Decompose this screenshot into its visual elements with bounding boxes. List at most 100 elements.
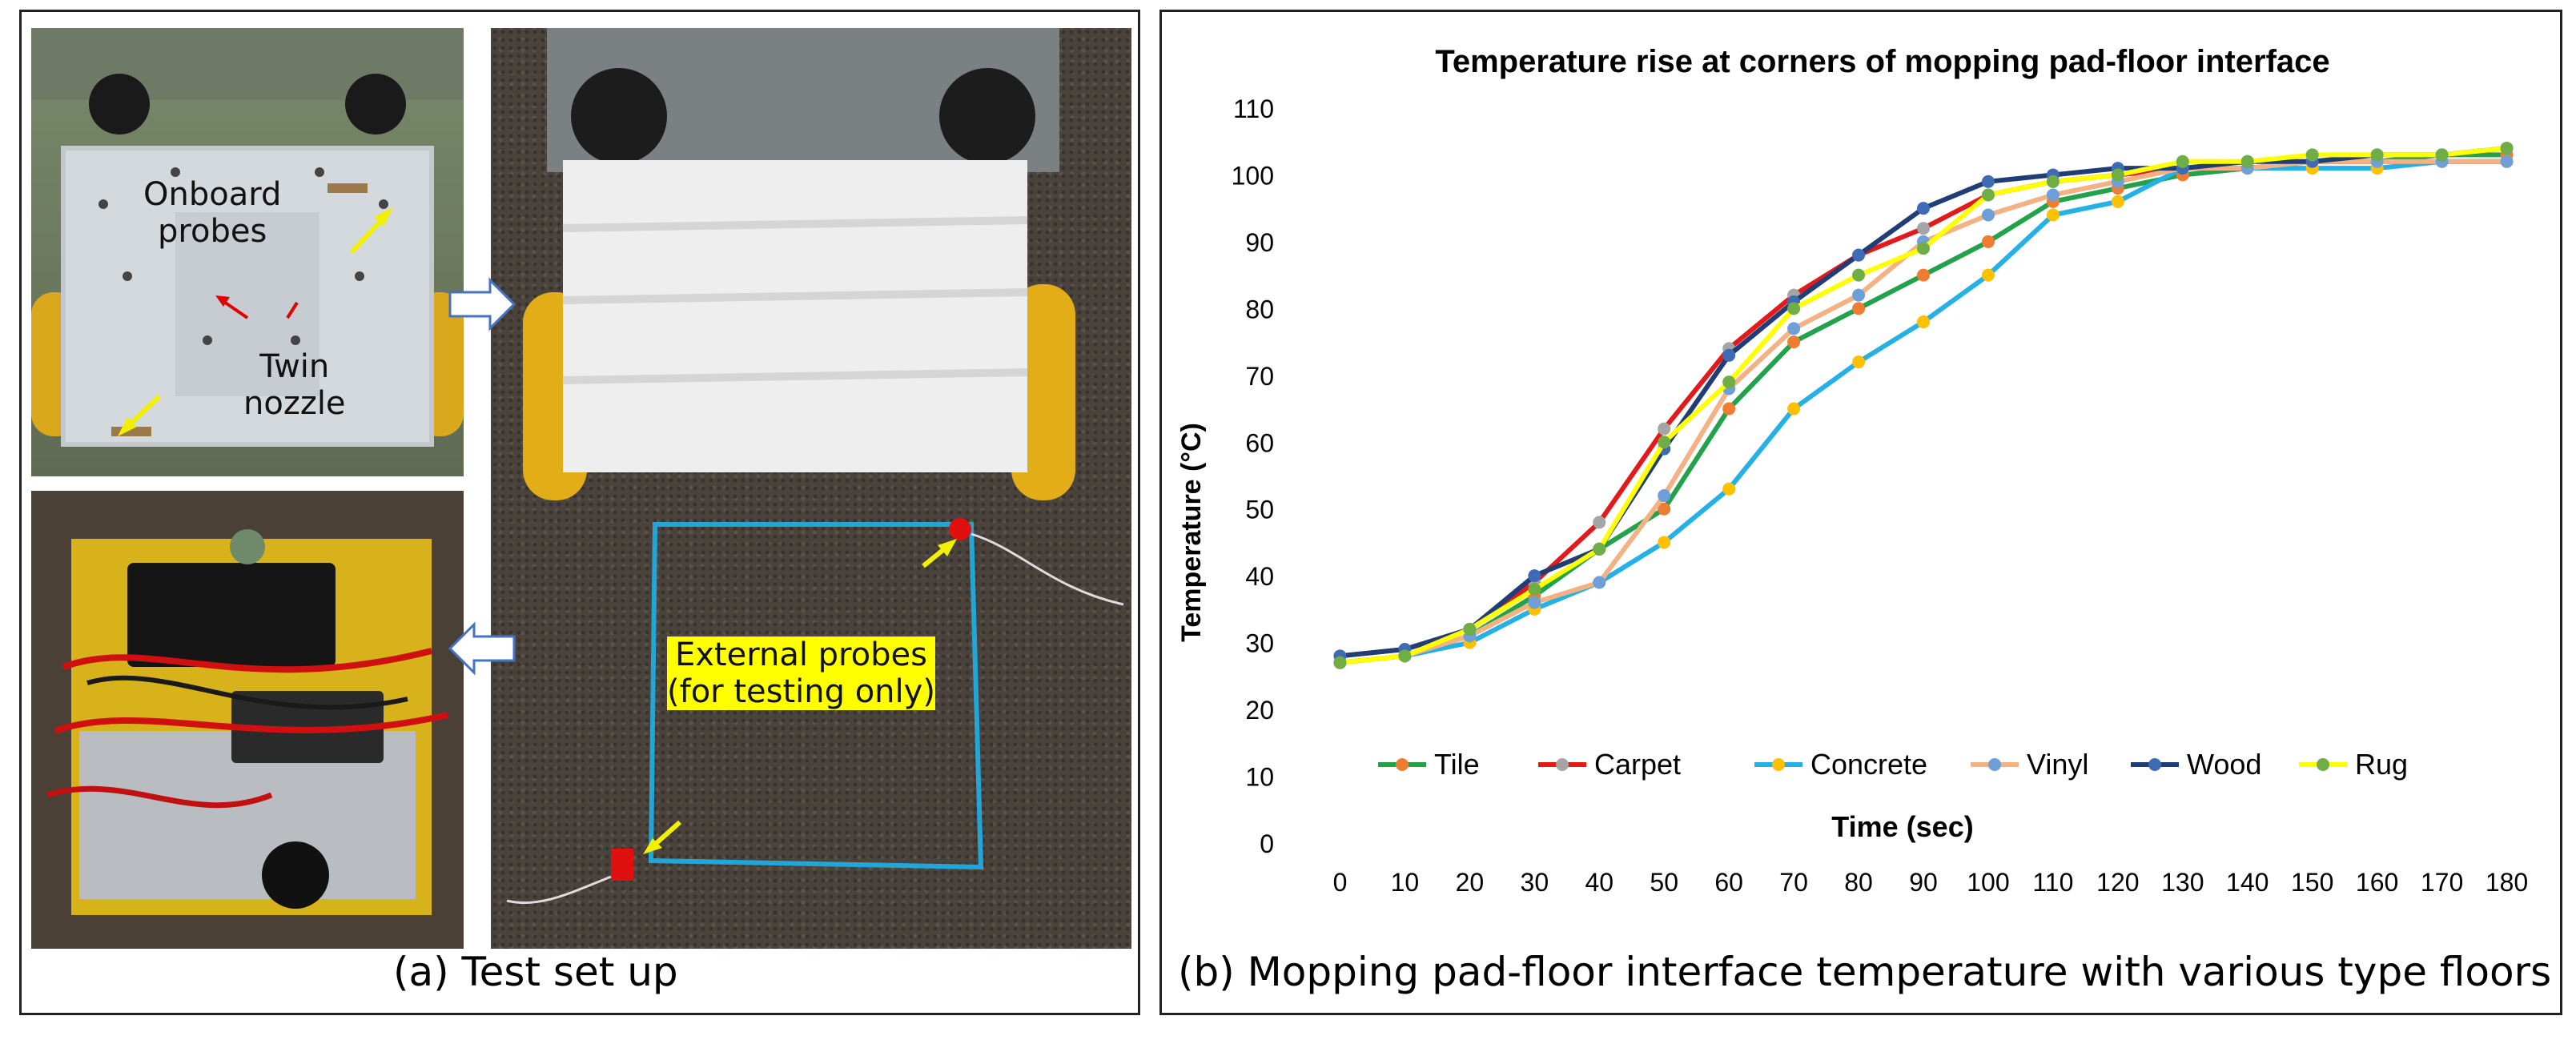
y-tick-label: 90: [1245, 228, 1274, 257]
x-tick-label: 30: [1521, 868, 1549, 897]
data-point: [1852, 355, 1866, 369]
data-point: [2240, 155, 2254, 168]
y-axis-ticks: 0 10 20 30 40 50 60 70 80 90 100 110: [1232, 94, 1274, 858]
x-tick-label: 120: [2096, 868, 2139, 897]
data-point: [2111, 168, 2124, 182]
x-tick-label: 20: [1456, 868, 1485, 897]
twin-nozzle-label-line1: Twin: [259, 348, 330, 385]
x-axis-label: Time (sec): [1831, 810, 1973, 843]
series-wood: [1333, 142, 2514, 663]
data-point: [1528, 596, 1541, 609]
data-point: [1787, 302, 1801, 315]
data-point: [1722, 375, 1736, 389]
data-point: [1852, 288, 1866, 302]
data-point: [2435, 148, 2449, 162]
legend-item-tile: Tile: [1378, 748, 1480, 781]
data-point: [1722, 402, 1736, 416]
y-tick-label: 40: [1245, 562, 1274, 591]
x-axis-ticks: 0 10 20 30 40 50 60 70 80 90 100 110 120 130 140 150 160…: [1333, 868, 2529, 897]
robot-electronics-illustration: [31, 491, 464, 949]
data-point: [2046, 208, 2060, 222]
data-point: [1787, 335, 1801, 349]
twin-nozzle-label: Twin nozzle: [243, 348, 346, 422]
y-tick-label: 0: [1260, 829, 1274, 858]
data-point: [1981, 208, 1995, 222]
external-probes-label-line1: External probes: [667, 636, 935, 673]
x-tick-label: 160: [2356, 868, 2398, 897]
x-tick-label: 180: [2486, 868, 2528, 897]
data-point: [1528, 582, 1541, 596]
x-tick-label: 140: [2226, 868, 2269, 897]
data-point: [1593, 576, 1606, 589]
data-point: [1981, 268, 1995, 282]
twin-nozzle-label-line2: nozzle: [243, 385, 346, 422]
legend-swatch-marker: [1988, 758, 2001, 771]
data-point: [1981, 235, 1995, 248]
legend-item-concrete: Concrete: [1754, 748, 1927, 781]
data-point: [1787, 402, 1801, 416]
x-tick-label: 50: [1650, 868, 1678, 897]
legend-label: Carpet: [1594, 748, 1681, 781]
data-point: [1593, 516, 1606, 529]
legend-item-carpet: Carpet: [1538, 748, 1681, 781]
legend-item-vinyl: Vinyl: [1971, 748, 2088, 781]
arrow-right-icon: [448, 277, 516, 331]
data-point: [1398, 649, 1412, 663]
onboard-probes-label-line2: probes: [158, 213, 267, 250]
legend-label: Wood: [2187, 748, 2261, 781]
panel-b-caption: (b) Mopping pad-floor interface temperat…: [1178, 949, 2552, 995]
data-point: [1787, 322, 1801, 335]
x-tick-label: 130: [2161, 868, 2204, 897]
mopping-pad-floor-photo: External probes (for testing only): [491, 28, 1131, 949]
x-tick-label: 10: [1391, 868, 1420, 897]
data-point: [1593, 542, 1606, 556]
x-tick-label: 40: [1585, 868, 1614, 897]
y-tick-label: 50: [1245, 496, 1274, 524]
data-point: [2500, 142, 2514, 155]
legend-item-wood: Wood: [2131, 748, 2261, 781]
data-point: [1463, 622, 1477, 636]
data-point: [1981, 188, 1995, 202]
temperature-chart-panel: Temperature rise at corners of mopping p…: [1159, 10, 2562, 1015]
robot-electronics-photo: [31, 491, 464, 949]
data-point: [1658, 502, 1671, 516]
x-tick-label: 70: [1779, 868, 1808, 897]
data-point: [2046, 175, 2060, 188]
legend-swatch-marker: [2148, 758, 2161, 771]
data-point: [1852, 248, 1866, 262]
robot-underside-illustration: [31, 28, 464, 447]
y-tick-label: 100: [1232, 161, 1274, 190]
x-tick-label: 60: [1714, 868, 1743, 897]
x-tick-label: 0: [1333, 868, 1348, 897]
data-point: [2370, 148, 2384, 162]
legend-swatch-marker: [1396, 758, 1409, 771]
onboard-probes-label: Onboard probes: [143, 176, 281, 250]
data-point: [1722, 482, 1736, 496]
chart-title: Temperature rise at corners of mopping p…: [1435, 44, 2329, 79]
data-point: [2305, 148, 2319, 162]
data-point: [1917, 268, 1930, 282]
series-rug: [1333, 142, 2514, 669]
legend-label: Concrete: [1810, 748, 1927, 781]
test-setup-panel: Onboard probes Twin nozzle: [19, 10, 1140, 1015]
data-point: [1852, 268, 1866, 282]
series-layer: [1333, 142, 2514, 669]
data-point: [1852, 302, 1866, 315]
data-point: [1981, 175, 1995, 188]
legend-label: Rug: [2355, 748, 2408, 781]
panel-a-caption: (a) Test set up: [393, 949, 678, 995]
robot-underside-photo: Onboard probes Twin nozzle: [31, 28, 464, 476]
y-tick-label: 30: [1245, 629, 1274, 658]
arrow-left-icon: [448, 621, 516, 676]
legend-item-rug: Rug: [2299, 748, 2408, 781]
data-point: [2111, 195, 2124, 208]
legend-swatch-marker: [1772, 758, 1785, 771]
y-tick-label: 20: [1245, 696, 1274, 725]
x-tick-label: 110: [2032, 868, 2073, 897]
data-point: [1917, 202, 1930, 215]
external-probes-label-line2: (for testing only): [667, 673, 935, 710]
data-point: [1917, 242, 1930, 255]
y-tick-label: 110: [1233, 94, 1274, 123]
mopping-pad-illustration: [506, 28, 1124, 905]
series-carpet: [1333, 155, 2514, 663]
